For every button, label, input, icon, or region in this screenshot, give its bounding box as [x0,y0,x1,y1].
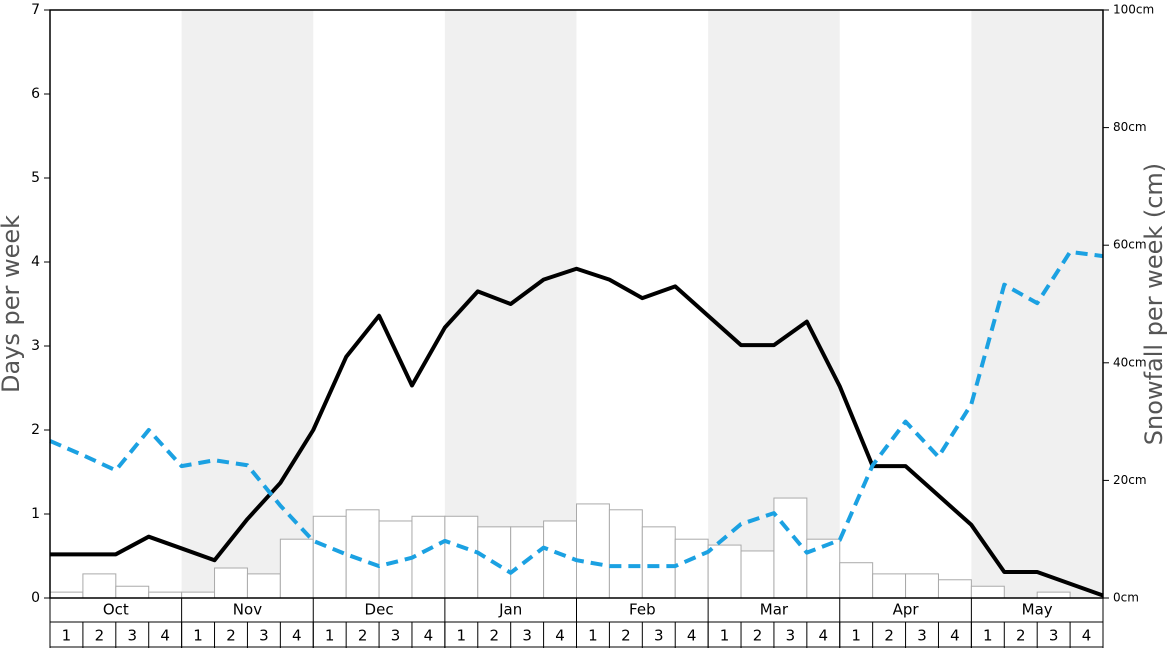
bar [872,573,907,599]
y2-tick-label: 100cm [1113,3,1154,17]
y2-tick-label: 60cm [1113,238,1147,252]
y2-tick-label: 80cm [1113,120,1147,134]
y-tick-label: 0 [31,590,40,606]
month-label: Nov [233,601,262,619]
week-label: 1 [588,627,598,645]
month-label: Dec [365,601,394,619]
bar [905,573,939,599]
y-tick-label: 7 [31,2,40,18]
week-label: 3 [127,627,137,645]
month-label: May [1022,601,1053,619]
bar [148,591,183,599]
week-label: 1 [983,627,993,645]
y-tick-label: 5 [31,170,40,186]
y2-tick-label: 20cm [1113,473,1147,487]
week-label: 2 [226,627,236,645]
week-label: 3 [391,627,401,645]
week-label: 2 [489,627,499,645]
week-label: 2 [358,627,368,645]
bar [970,585,1005,599]
bar [937,579,972,599]
line [49,249,1104,575]
week-label: 4 [687,627,697,645]
month-label: Apr [893,601,920,619]
week-label: 3 [1049,627,1059,645]
bar [49,591,84,599]
month-label: Jan [498,601,522,619]
y-tick-label: 4 [31,254,40,270]
week-label: 2 [95,627,105,645]
bar [477,526,512,599]
y-axis-title: Days per week [0,215,25,393]
bar [115,585,150,599]
week-label: 1 [325,627,335,645]
week-label: 1 [720,627,730,645]
bar [543,520,577,599]
y2-axis-title: Snowfall per week (cm) [1140,163,1168,445]
y-tick-label: 3 [31,338,40,354]
week-label: 2 [884,627,894,645]
bar [214,567,248,599]
week-label: 4 [292,627,302,645]
bar [312,515,347,599]
y-tick-label: 2 [31,422,40,438]
week-label: 4 [1082,627,1092,645]
week-label: 2 [753,627,763,645]
bar [411,515,446,599]
bar [740,550,775,599]
bar [181,591,216,599]
week-label: 4 [424,627,434,645]
month-label: Feb [629,601,656,619]
bar [345,509,380,599]
week-label: 3 [259,627,269,645]
week-label: 1 [62,627,72,645]
week-label: 1 [851,627,861,645]
y2-tick-label: 0cm [1113,591,1139,605]
bar [674,538,709,599]
week-label: 3 [654,627,664,645]
week-label: 2 [621,627,631,645]
week-label: 4 [555,627,565,645]
bar [641,526,676,599]
y-tick-label: 1 [31,506,40,522]
bar [839,562,874,599]
month-band [181,10,314,598]
week-label: 3 [917,627,927,645]
week-label: 4 [819,627,829,645]
bar [608,509,643,599]
month-label: Mar [760,601,789,619]
week-label: 4 [160,627,170,645]
y2-tick-label: 40cm [1113,355,1147,369]
week-label: 1 [457,627,467,645]
y-tick-label: 6 [31,86,40,102]
bar [82,573,117,599]
bar [246,573,281,599]
bar [707,544,742,599]
week-label: 3 [786,627,796,645]
week-label: 4 [950,627,960,645]
week-label: 3 [522,627,532,645]
week-label: 2 [1016,627,1026,645]
bar [1036,591,1071,599]
line [50,266,1104,598]
week-label: 1 [193,627,203,645]
bar [576,503,610,599]
bar [773,497,808,599]
month-label: Oct [103,601,129,619]
bar [279,538,314,599]
bar [444,515,479,599]
